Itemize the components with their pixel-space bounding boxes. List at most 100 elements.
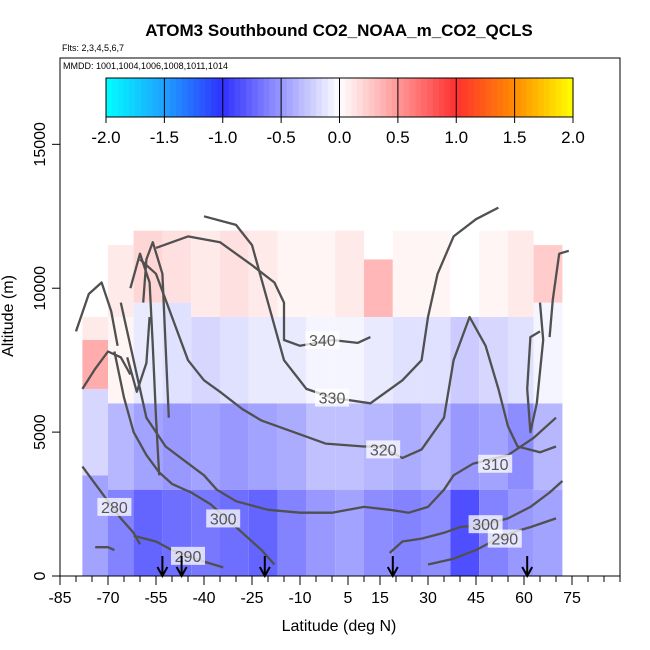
colorbar-segment-78 (561, 78, 568, 117)
colorbar-segment-39 (333, 78, 341, 117)
flights-label: Flts: 2,3,4,5,6,7 (62, 43, 124, 53)
colorbar-segment-66 (491, 78, 498, 117)
contour-label-290-7: 290 (491, 532, 518, 549)
colorbar: -2.0 -1.5 -1.0 -0.5 0.0 0.5 1.0 1.5 2.0 (91, 77, 585, 147)
contour-label-bg-5 (468, 515, 503, 534)
x-tick-label-10: 60 (515, 590, 533, 607)
contour-label-330-1: 330 (319, 391, 346, 408)
contour-line-310-3 (119, 302, 557, 514)
colorbar-segment-53 (415, 78, 422, 117)
colorbar-segment-63 (473, 78, 481, 117)
colorbar-segment-69 (508, 78, 516, 117)
colorbar-tick-label-0: -2.0 (91, 128, 120, 147)
heatmap-cell-0-1 (82, 388, 108, 476)
y-tick-label-3: 15000 (32, 122, 49, 167)
x-tick-label-11: 75 (563, 590, 581, 607)
colorbar-segment-58 (444, 78, 452, 117)
colorbar-tick-label-7: 1.5 (503, 128, 527, 147)
colorbar-segment-10 (164, 78, 171, 117)
colorbar-segment-75 (543, 78, 551, 117)
colorbar-segment-6 (141, 78, 148, 117)
y-tick-label-2: 10000 (32, 266, 49, 311)
colorbar-tick-label-1: -1.5 (150, 128, 179, 147)
heatmap-cell-10-3 (364, 259, 393, 317)
colorbar-segment-62 (467, 78, 475, 117)
colorbar-segment-68 (502, 78, 510, 117)
heatmap-cell-10-0 (364, 489, 393, 576)
contour-label-300-4: 300 (210, 511, 237, 528)
contour-label-290-6: 290 (175, 549, 202, 566)
colorbar-segment-38 (327, 78, 335, 117)
colorbar-segment-33 (298, 78, 306, 117)
colorbar-segment-30 (281, 78, 288, 117)
colorbar-segment-28 (269, 78, 276, 117)
heatmap-cell-12-1 (421, 403, 451, 490)
colorbar-segment-20 (222, 78, 230, 117)
heatmap-cell-6-2 (248, 317, 278, 404)
colorbar-segment-65 (485, 78, 492, 117)
y-axis-label: Altitude (m) (0, 275, 17, 357)
plot-frame (59, 57, 621, 577)
colorbar-segment-37 (321, 78, 329, 117)
heatmap-cell-15-3 (508, 230, 534, 317)
x-tick-label-4: -25 (240, 590, 263, 607)
colorbar-segment-3 (123, 78, 130, 117)
colorbar-segment-43 (357, 78, 364, 117)
colorbar-segment-1 (111, 78, 119, 117)
colorbar-segment-74 (537, 78, 545, 117)
heatmap-cell-8-3 (306, 230, 336, 317)
colorbar-segment-31 (286, 78, 294, 117)
contour-label-320-2: 320 (370, 442, 397, 459)
colorbar-segment-27 (263, 78, 271, 117)
colorbar-segment-76 (549, 78, 557, 117)
heatmap-cell-7-0 (277, 489, 307, 576)
y-tick-label-0: 0 (32, 571, 49, 580)
colorbar-segment-67 (497, 78, 504, 117)
heatmap-cell-11-2 (392, 317, 422, 404)
colorbar-segment-19 (216, 78, 224, 117)
contour-line-340-0 (155, 235, 371, 347)
colorbar-segment-73 (532, 78, 539, 117)
contour-label-bg-2 (366, 440, 401, 459)
colorbar-segment-51 (403, 78, 411, 117)
heatmap-cell-14-1 (479, 403, 508, 490)
colorbar-segment-55 (427, 78, 434, 117)
heatmap-cell-6-1 (248, 403, 278, 490)
colorbar-segment-16 (199, 78, 206, 117)
colorbar-segment-12 (176, 78, 183, 117)
heatmap-cell-13-3 (450, 230, 480, 317)
colorbar-frame (105, 77, 574, 118)
contour-line-300-4 (113, 351, 276, 566)
colorbar-segment-72 (526, 78, 533, 117)
colorbar-segment-32 (292, 78, 300, 117)
colorbar-segment-25 (251, 78, 259, 117)
contour-line-extra-1 (81, 350, 132, 390)
colorbar-tick-label-6: 1.0 (444, 128, 468, 147)
colorbar-segment-15 (193, 78, 200, 117)
heatmap-cell-8-0 (306, 489, 336, 576)
colorbar-segment-56 (432, 78, 440, 117)
colorbar-segment-35 (310, 78, 317, 117)
colorbar-segment-9 (158, 78, 165, 117)
heatmap-cell-16-0 (533, 489, 563, 576)
contour-label-bg-3 (478, 454, 513, 473)
colorbar-segment-21 (228, 78, 236, 117)
x-tick-label-3: -40 (192, 590, 215, 607)
colorbar-segment-50 (397, 78, 405, 117)
heatmap-cell-5-1 (220, 403, 249, 490)
colorbar-segment-2 (117, 78, 125, 117)
colorbar-segment-47 (380, 78, 387, 117)
colorbar-segment-48 (386, 78, 393, 117)
colorbar-segment-46 (374, 78, 381, 117)
colorbar-segment-42 (351, 78, 358, 117)
colorbar-tick-label-3: -0.5 (266, 128, 295, 147)
heatmap-cell-4-1 (191, 403, 220, 490)
heatmap-cell-0-3 (82, 317, 108, 341)
contour-line-extra-0 (74, 281, 119, 347)
colorbar-segment-18 (211, 78, 218, 117)
contour-label-bg-8 (97, 497, 132, 516)
x-tick-label-8: 30 (419, 590, 437, 607)
colorbar-segment-24 (246, 78, 253, 117)
colorbar-segment-70 (514, 78, 522, 117)
